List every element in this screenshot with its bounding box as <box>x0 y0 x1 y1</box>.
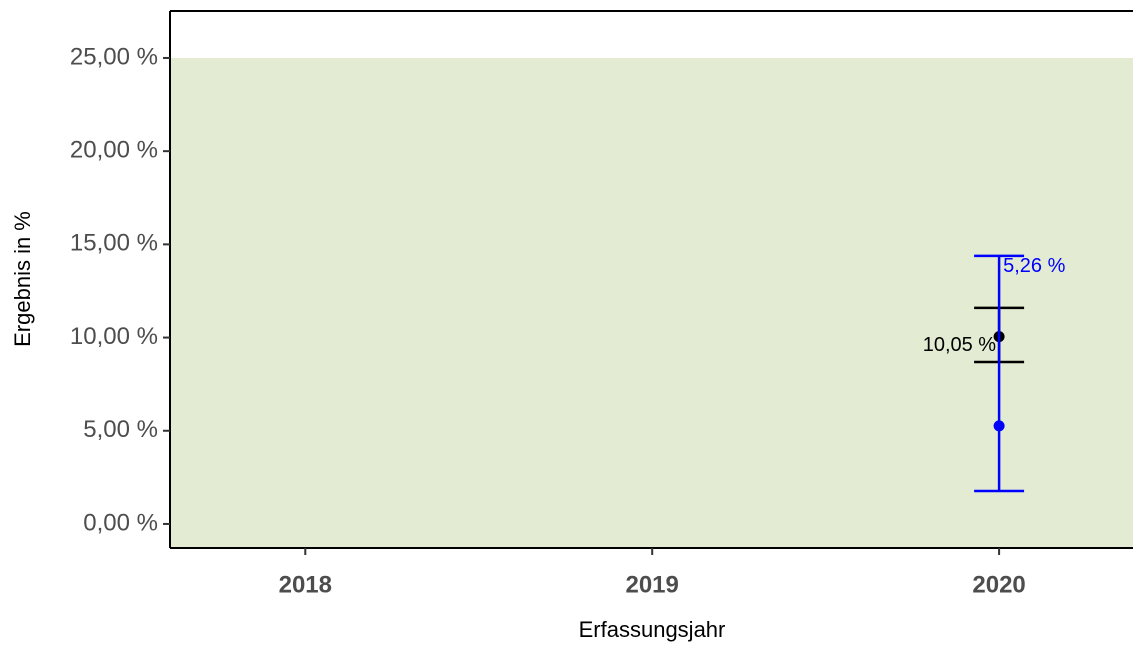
y-tick-label: 0,00 % <box>83 509 158 536</box>
y-tick-label: 5,00 % <box>83 416 158 443</box>
data-label: 10,05 % <box>923 334 997 356</box>
x-axis-title: Erfassungsjahr <box>579 617 726 642</box>
reference-band <box>170 57 1133 548</box>
data-label: 5,26 % <box>1003 255 1065 277</box>
x-tick-label: 2020 <box>972 571 1025 598</box>
y-tick-label: 10,00 % <box>70 323 158 350</box>
x-tick-label: 2019 <box>625 571 678 598</box>
x-tick-label: 2018 <box>279 571 332 598</box>
y-tick-label: 15,00 % <box>70 230 158 257</box>
y-tick-label: 25,00 % <box>70 43 158 70</box>
y-tick-label: 20,00 % <box>70 137 158 164</box>
y-axis-title: Ergebnis in % <box>10 211 35 347</box>
point <box>993 420 1005 432</box>
